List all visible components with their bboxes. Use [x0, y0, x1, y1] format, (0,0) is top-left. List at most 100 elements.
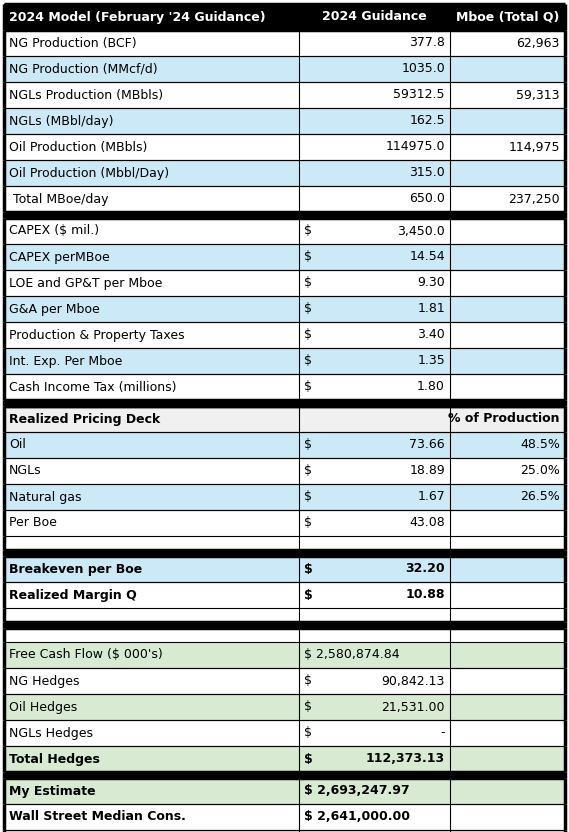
Bar	[4, 550, 565, 556]
Bar	[4, 160, 299, 186]
Bar	[299, 296, 450, 322]
Bar	[4, 270, 299, 296]
Bar	[450, 82, 565, 108]
Bar	[299, 582, 450, 608]
Bar	[299, 804, 450, 830]
Bar	[450, 348, 565, 374]
Text: $ 2,641,000.00: $ 2,641,000.00	[303, 810, 410, 824]
Text: Realized Margin Q: Realized Margin Q	[9, 588, 137, 602]
Text: Mboe (Total Q): Mboe (Total Q)	[456, 11, 559, 23]
Bar	[299, 642, 450, 668]
Bar	[4, 746, 299, 772]
Text: Total Hedges: Total Hedges	[9, 752, 100, 765]
Text: $: $	[303, 491, 311, 503]
Text: 315.0: 315.0	[409, 166, 445, 180]
Text: 48.5%: 48.5%	[520, 438, 560, 452]
Text: NGLs Production (MBbls): NGLs Production (MBbls)	[9, 88, 163, 102]
Bar	[4, 510, 299, 536]
Bar	[4, 134, 299, 160]
Text: 43.08: 43.08	[409, 517, 445, 529]
Bar	[299, 510, 450, 536]
Bar	[450, 582, 565, 608]
Bar	[450, 270, 565, 296]
Text: $: $	[303, 225, 311, 237]
Text: $: $	[303, 464, 311, 478]
Text: 18.89: 18.89	[409, 464, 445, 478]
Bar	[450, 134, 565, 160]
Bar	[4, 296, 299, 322]
Bar	[450, 296, 565, 322]
Bar	[450, 218, 565, 244]
Bar	[4, 186, 299, 212]
Bar	[299, 30, 450, 56]
Text: Oil Production (Mbbl/Day): Oil Production (Mbbl/Day)	[9, 166, 169, 180]
Text: $: $	[303, 562, 312, 576]
Bar	[4, 622, 565, 628]
Bar	[4, 458, 299, 484]
Text: Natural gas: Natural gas	[9, 491, 81, 503]
Text: 9.30: 9.30	[417, 276, 445, 290]
Text: 10.88: 10.88	[406, 588, 445, 602]
Bar	[4, 608, 565, 622]
Bar	[299, 746, 450, 772]
Bar	[4, 432, 299, 458]
Bar	[4, 778, 299, 804]
Text: -: -	[440, 726, 445, 740]
Bar	[450, 56, 565, 82]
Text: My Estimate: My Estimate	[9, 785, 96, 798]
Text: $: $	[303, 752, 312, 765]
Text: $: $	[303, 588, 312, 602]
Bar	[299, 830, 450, 832]
Bar	[450, 244, 565, 270]
Bar	[450, 458, 565, 484]
Bar	[299, 322, 450, 348]
Text: $: $	[303, 726, 311, 740]
Bar	[4, 82, 299, 108]
Text: Realized Pricing Deck: Realized Pricing Deck	[9, 413, 160, 425]
Bar	[299, 186, 450, 212]
Bar	[4, 642, 299, 668]
Text: $: $	[303, 675, 311, 687]
Bar	[450, 642, 565, 668]
Bar	[299, 108, 450, 134]
Text: $: $	[303, 354, 311, 368]
Text: $: $	[303, 380, 311, 394]
Bar	[4, 772, 565, 778]
Bar	[4, 108, 299, 134]
Bar	[4, 720, 299, 746]
Text: NG Production (MMcf/d): NG Production (MMcf/d)	[9, 62, 158, 76]
Bar	[450, 484, 565, 510]
Bar	[4, 30, 299, 56]
Bar	[4, 212, 565, 218]
Text: G&A per Mboe: G&A per Mboe	[9, 303, 100, 315]
Text: 650.0: 650.0	[409, 192, 445, 206]
Bar	[450, 720, 565, 746]
Text: Total MBoe/day: Total MBoe/day	[9, 192, 109, 206]
Bar	[4, 406, 299, 432]
Bar	[299, 82, 450, 108]
Bar	[4, 830, 299, 832]
Bar	[4, 348, 299, 374]
Bar	[299, 134, 450, 160]
Bar	[4, 694, 299, 720]
Bar	[4, 484, 299, 510]
Text: LOE and GP&T per Mboe: LOE and GP&T per Mboe	[9, 276, 162, 290]
Text: 1.35: 1.35	[417, 354, 445, 368]
Text: $ 2,693,247.97: $ 2,693,247.97	[303, 785, 409, 798]
Text: 2024 Guidance: 2024 Guidance	[322, 11, 427, 23]
Bar	[299, 244, 450, 270]
Bar	[450, 108, 565, 134]
Text: Free Cash Flow ($ 000's): Free Cash Flow ($ 000's)	[9, 648, 163, 661]
Bar	[299, 374, 450, 400]
Bar	[4, 804, 299, 830]
Text: 62,963: 62,963	[517, 37, 560, 49]
Bar	[299, 778, 450, 804]
Text: 1.67: 1.67	[417, 491, 445, 503]
Text: 1035.0: 1035.0	[401, 62, 445, 76]
Bar	[450, 804, 565, 830]
Bar	[4, 56, 299, 82]
Text: 21,531.00: 21,531.00	[381, 701, 445, 714]
Text: Oil Production (MBbls): Oil Production (MBbls)	[9, 141, 147, 153]
Bar	[4, 582, 299, 608]
Text: $: $	[303, 517, 311, 529]
